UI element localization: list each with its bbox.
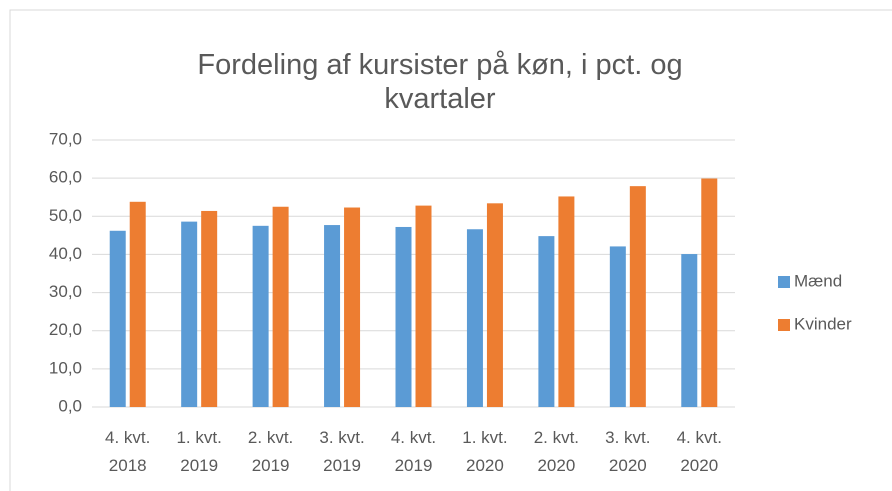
bar [324,225,341,407]
y-tick-label: 60,0 [49,168,82,187]
y-tick-label: 10,0 [49,358,82,377]
bar [272,206,289,407]
bar [466,229,483,407]
bar [701,178,718,407]
x-tick-label: 3. kvt. 2020 [605,428,651,475]
x-tick-label: 4. kvt. 2020 [676,428,722,475]
y-tick-label: 30,0 [49,282,82,301]
bar [252,225,269,407]
bar [538,236,555,407]
bar [558,196,575,407]
bar [415,205,432,407]
x-tick-label: 2. kvt. 2020 [533,428,580,475]
bar [344,207,361,407]
x-tick-label: 4. kvt. 2019 [390,428,437,475]
y-tick-label: 0,0 [58,396,82,415]
legend-label: Kvinder [794,314,852,333]
y-tick-label: 40,0 [49,244,82,263]
y-tick-label: 20,0 [49,320,82,339]
bar [201,210,218,407]
legend-swatch [778,319,790,331]
y-tick-label: 70,0 [49,129,82,148]
bar [109,230,126,407]
x-tick-label: 1. kvt. 2019 [176,428,222,475]
x-tick-label: 4. kvt. 2018 [105,428,151,475]
legend-label: Mænd [794,271,842,290]
bar [629,186,646,407]
x-tick-label: 3. kvt. 2019 [319,428,365,475]
bar [609,246,626,407]
bar [681,254,698,407]
bar [181,221,198,407]
bar [129,201,146,407]
y-tick-label: 50,0 [49,206,82,225]
x-tick-label: 2. kvt. 2019 [247,428,294,475]
chart-title: Fordeling af kursister på køn, i pct. og… [197,49,683,115]
bar [395,226,412,407]
x-tick-label: 1. kvt. 2020 [462,428,508,475]
bar [486,203,503,407]
legend-swatch [778,276,790,288]
chart-frame [9,9,892,491]
